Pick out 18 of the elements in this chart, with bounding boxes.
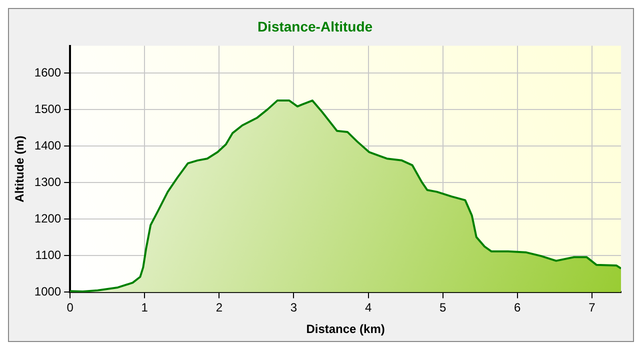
y-tick-label: 1500	[34, 102, 62, 116]
x-tick-label: 6	[514, 300, 522, 315]
x-tick-label: 7	[588, 300, 596, 315]
x-tick-label: 2	[216, 300, 223, 315]
y-tick-label: 1600	[34, 65, 62, 80]
x-axis-title: Distance (km)	[306, 322, 385, 336]
x-tick-label: 5	[439, 300, 446, 315]
x-tick-label: 1	[141, 300, 148, 315]
y-tick-label: 1300	[34, 175, 62, 189]
x-tick-label: 0	[66, 300, 74, 315]
y-tick-label: 1100	[35, 248, 62, 262]
chart-title: Distance-Altitude	[257, 18, 373, 34]
y-tick-label: 1000	[34, 284, 62, 299]
x-tick-label: 3	[290, 300, 298, 315]
x-tick-label: 4	[364, 300, 372, 315]
y-axis-title: Altitude (m)	[12, 136, 27, 202]
y-tick-label: 1200	[34, 212, 62, 226]
y-tick-label: 1400	[34, 138, 62, 152]
